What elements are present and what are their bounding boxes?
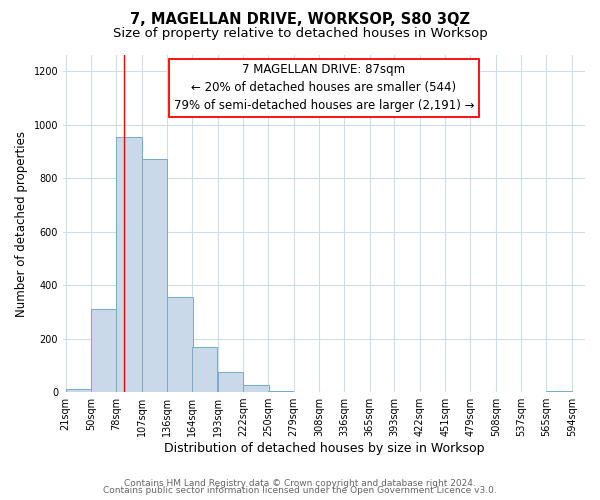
Bar xyxy=(244,386,269,392)
Y-axis label: Number of detached properties: Number of detached properties xyxy=(15,130,28,316)
Text: Contains public sector information licensed under the Open Government Licence v3: Contains public sector information licen… xyxy=(103,486,497,495)
Text: Size of property relative to detached houses in Worksop: Size of property relative to detached ho… xyxy=(113,28,487,40)
Bar xyxy=(142,160,167,392)
Text: Contains HM Land Registry data © Crown copyright and database right 2024.: Contains HM Land Registry data © Crown c… xyxy=(124,478,476,488)
Bar xyxy=(66,390,91,392)
Text: 7, MAGELLAN DRIVE, WORKSOP, S80 3QZ: 7, MAGELLAN DRIVE, WORKSOP, S80 3QZ xyxy=(130,12,470,28)
Bar xyxy=(192,346,217,392)
Bar xyxy=(218,372,243,392)
Bar xyxy=(546,390,572,392)
Bar xyxy=(91,309,117,392)
Bar xyxy=(116,136,142,392)
Bar xyxy=(268,390,293,392)
X-axis label: Distribution of detached houses by size in Worksop: Distribution of detached houses by size … xyxy=(164,442,484,455)
Bar xyxy=(167,297,193,392)
Text: 7 MAGELLAN DRIVE: 87sqm
← 20% of detached houses are smaller (544)
79% of semi-d: 7 MAGELLAN DRIVE: 87sqm ← 20% of detache… xyxy=(174,64,474,112)
